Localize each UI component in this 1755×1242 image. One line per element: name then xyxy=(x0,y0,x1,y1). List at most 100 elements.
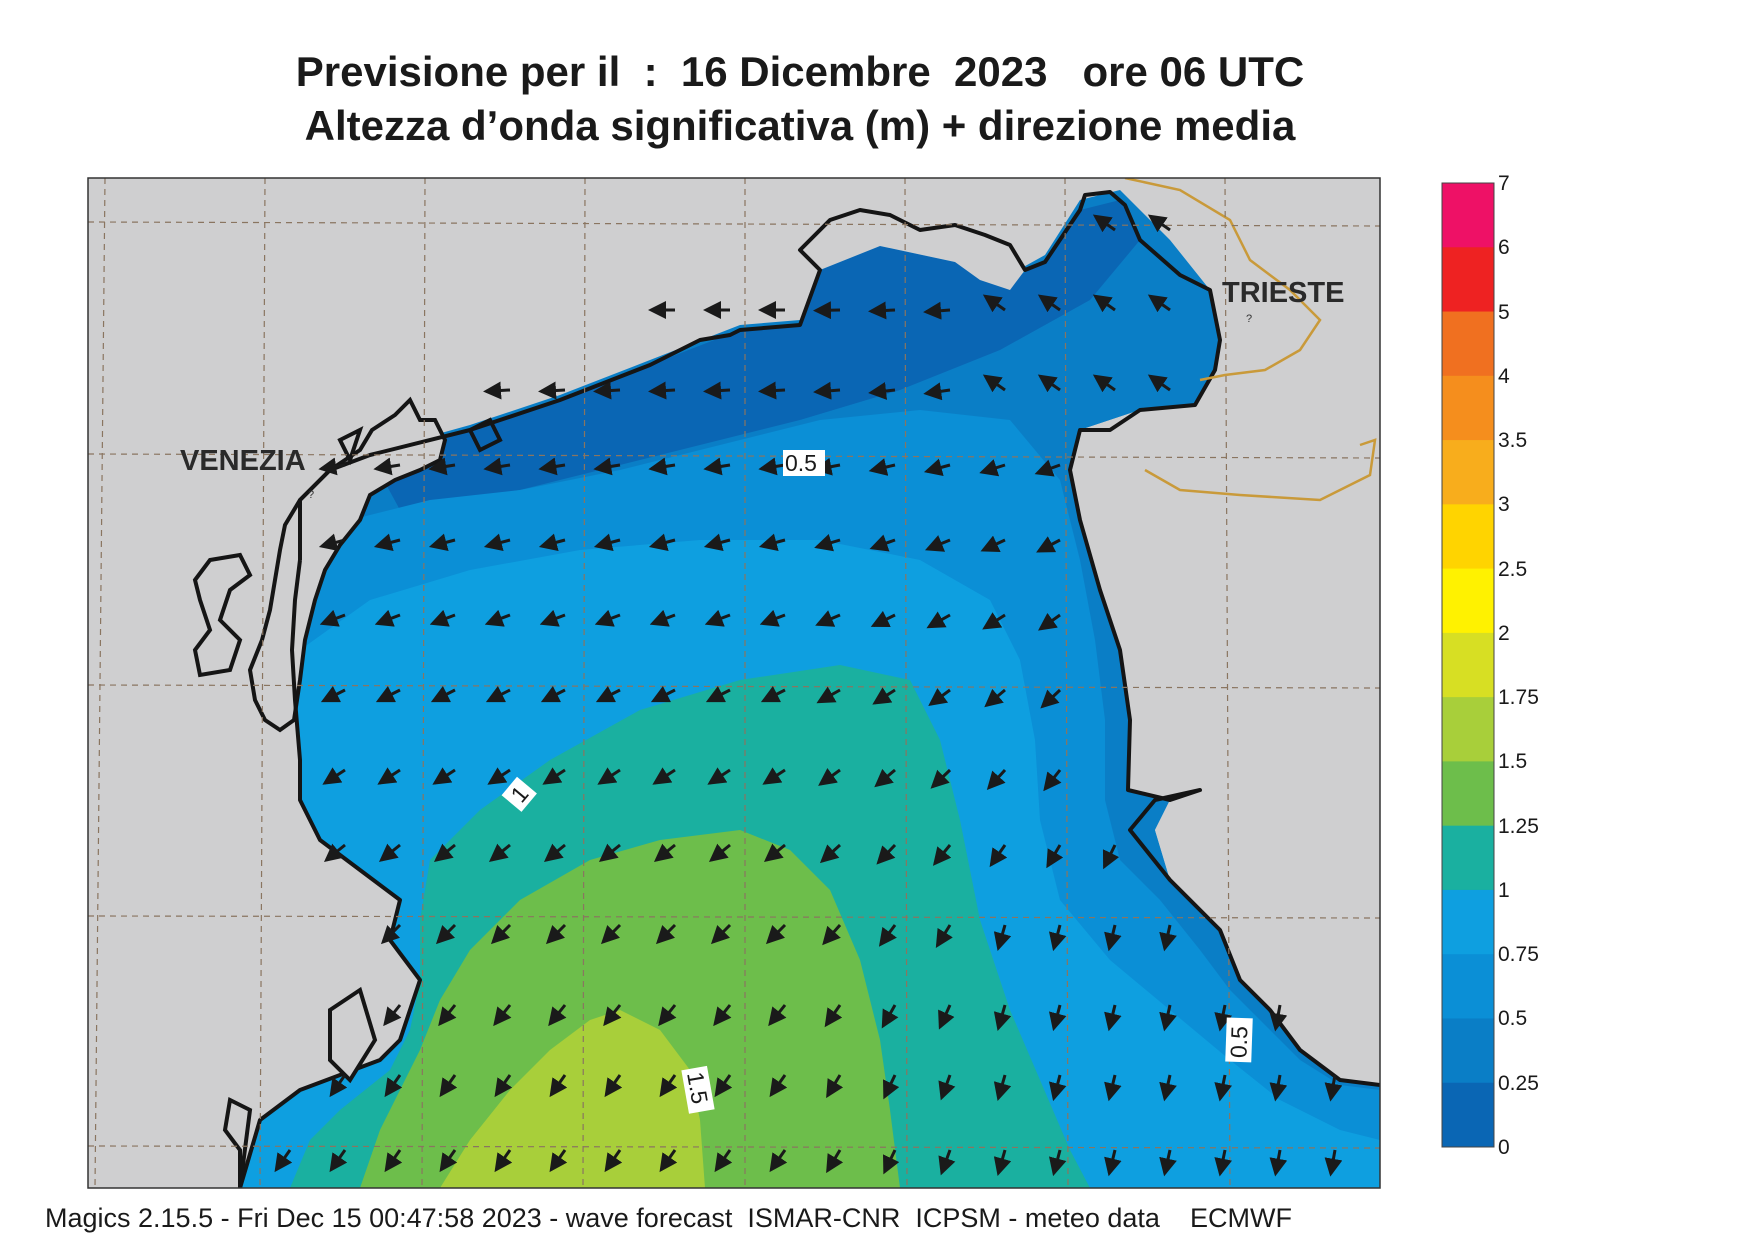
direction-arrow xyxy=(600,923,622,945)
direction-arrow xyxy=(658,1004,677,1027)
legend-tick-label: 6 xyxy=(1498,236,1510,260)
direction-arrow xyxy=(923,382,951,401)
legend-tick-label: 0.5 xyxy=(1498,1007,1528,1031)
direction-arrow xyxy=(648,457,676,476)
direction-arrow xyxy=(935,924,953,948)
map-area: 0.5 1 1.5 0.5 VENEZIA TRIESTE ? ? xyxy=(88,178,1380,1188)
direction-arrow xyxy=(383,1004,402,1027)
direction-arrow xyxy=(926,611,951,629)
direction-arrow xyxy=(758,457,786,476)
direction-arrow xyxy=(816,686,841,704)
legend-tick-label: 7 xyxy=(1498,172,1510,195)
direction-arrow xyxy=(435,923,457,945)
direction-arrow xyxy=(595,686,621,703)
direction-arrow xyxy=(868,382,896,400)
direction-arrow xyxy=(1037,374,1061,393)
direction-arrow xyxy=(483,381,511,400)
legend-tick-label: 3 xyxy=(1498,493,1510,517)
direction-arrow xyxy=(1159,1074,1177,1102)
direction-arrow xyxy=(993,1074,1012,1101)
direction-arrow xyxy=(549,1149,568,1173)
direction-arrow xyxy=(870,610,896,628)
direction-arrow xyxy=(438,1004,457,1027)
direction-arrow xyxy=(759,609,786,627)
direction-arrow xyxy=(993,1149,1012,1176)
direction-arrow xyxy=(769,1149,788,1173)
direction-arrow xyxy=(713,1004,732,1027)
direction-arrow xyxy=(932,844,952,866)
direction-arrow xyxy=(1040,688,1062,709)
direction-arrow xyxy=(704,609,731,627)
direction-arrow xyxy=(545,923,567,945)
direction-arrow xyxy=(930,768,952,789)
direction-arrow xyxy=(487,767,511,785)
contour-label-east: 0.5 xyxy=(1225,1017,1253,1063)
contour-label-east-text: 0.5 xyxy=(1225,1026,1252,1059)
direction-arrow xyxy=(714,1074,733,1098)
legend-tick-label: 4 xyxy=(1498,364,1510,388)
legend-band xyxy=(1442,761,1494,827)
direction-arrow xyxy=(762,767,786,785)
contour-label-north-text: 0.5 xyxy=(785,450,817,476)
direction-arrow xyxy=(1324,1074,1343,1102)
legend-frame xyxy=(1441,182,1495,1148)
direction-arrow xyxy=(989,844,1008,868)
direction-arrow xyxy=(826,1074,844,1099)
direction-arrow xyxy=(433,843,456,862)
legend-band xyxy=(1442,1082,1494,1148)
direction-arrow xyxy=(1214,1149,1233,1177)
legend-band xyxy=(1442,311,1494,377)
direction-arrow xyxy=(593,457,621,476)
direction-arrow xyxy=(1048,1149,1067,1177)
direction-arrow xyxy=(594,609,621,627)
trieste-marker: ? xyxy=(1246,313,1252,325)
direction-arrow xyxy=(319,609,346,627)
legend-tick-label: 2.5 xyxy=(1498,557,1528,581)
direction-arrow xyxy=(707,767,731,785)
direction-arrow xyxy=(703,381,731,400)
direction-arrow xyxy=(982,374,1006,393)
direction-arrow xyxy=(1104,1149,1122,1177)
direction-arrow xyxy=(538,533,566,552)
direction-arrow xyxy=(883,1074,900,1100)
city-label-trieste: TRIESTE xyxy=(1222,277,1344,309)
direction-arrow xyxy=(1092,294,1116,313)
legend-band xyxy=(1442,632,1494,698)
direction-arrow xyxy=(1147,294,1171,313)
direction-arrow xyxy=(648,381,676,400)
direction-arrow xyxy=(1324,1149,1343,1177)
direction-arrow xyxy=(604,1149,623,1173)
direction-arrow xyxy=(428,457,456,476)
direction-arrow xyxy=(655,923,677,945)
legend-tick-label: 1 xyxy=(1498,878,1510,902)
direction-arrow xyxy=(1048,1004,1067,1032)
direction-arrows xyxy=(274,214,1343,1177)
direction-arrow xyxy=(768,1004,787,1027)
direction-arrow xyxy=(320,686,346,703)
direction-arrow xyxy=(869,534,896,552)
wave-band-1.5-1.75 xyxy=(440,1010,705,1188)
direction-arrow xyxy=(598,843,621,862)
direction-arrow xyxy=(1037,294,1061,313)
direction-arrow xyxy=(380,923,402,945)
direction-arrow xyxy=(703,457,731,476)
direction-arrow xyxy=(1147,214,1171,233)
direction-arrow xyxy=(938,1074,956,1101)
direction-arrow xyxy=(1214,1074,1233,1102)
direction-arrow xyxy=(274,1149,293,1173)
direction-arrow xyxy=(982,294,1006,313)
legend-band xyxy=(1442,825,1494,891)
contour-label-south-text: 1.5 xyxy=(682,1070,713,1106)
direction-arrow xyxy=(375,686,401,703)
direction-arrow xyxy=(984,688,1006,708)
direction-arrow xyxy=(982,612,1006,630)
direction-arrow xyxy=(494,1149,513,1173)
direction-arrow xyxy=(813,381,841,400)
direction-arrow xyxy=(818,767,841,786)
direction-arrow xyxy=(703,533,731,552)
direction-arrow xyxy=(488,843,511,862)
coastline xyxy=(298,190,1380,1087)
direction-arrow xyxy=(604,1074,623,1098)
contour-label-south: 1.5 xyxy=(681,1065,715,1114)
